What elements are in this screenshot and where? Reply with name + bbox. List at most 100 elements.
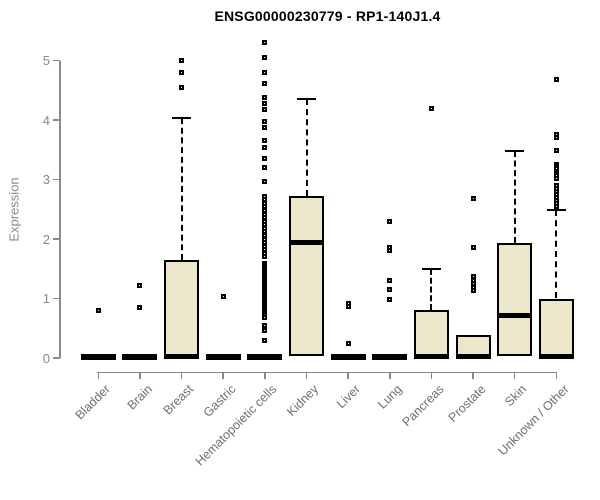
boxplot-whisker — [430, 268, 433, 311]
x-tick — [389, 371, 391, 379]
boxplot-box — [289, 195, 324, 356]
boxplot-median — [164, 353, 200, 359]
outlier-point — [95, 307, 101, 313]
x-tick — [305, 371, 308, 379]
chart-title: ENSG00000230779 - RP1-140J1.4 — [214, 8, 441, 24]
x-tick-label: Skin — [502, 382, 530, 410]
outlier-point — [345, 303, 351, 309]
boxplot-median — [122, 354, 158, 360]
outlier-point — [262, 254, 268, 260]
x-tick-label: Pancreas — [399, 382, 447, 430]
outlier-point — [262, 164, 268, 170]
y-tick-label: 5 — [42, 53, 50, 68]
x-tick — [139, 371, 141, 379]
outlier-point — [262, 40, 268, 46]
outlier-point — [220, 294, 226, 300]
outlier-point — [387, 248, 393, 254]
boxplot-median — [372, 354, 408, 360]
outlier-point — [137, 304, 143, 310]
x-tick — [555, 371, 558, 379]
outlier-point — [262, 327, 268, 333]
x-tick-label: Hematopoietic cells — [193, 382, 280, 469]
outlier-point — [262, 55, 268, 61]
outlier-point — [137, 282, 143, 288]
y-tick-label: 1 — [42, 291, 50, 306]
outlier-point — [262, 145, 268, 151]
boxplot-whisker-cap — [505, 149, 525, 152]
outlier-point — [262, 322, 268, 328]
x-tick-label: Lung — [375, 382, 405, 412]
outlier-point — [262, 124, 268, 130]
x-tick — [222, 371, 224, 379]
x-tick — [264, 371, 266, 379]
y-axis-line — [59, 60, 61, 358]
x-tick — [513, 371, 516, 379]
outlier-point — [387, 296, 393, 302]
boxplot-box — [497, 243, 533, 357]
boxplot-median — [247, 354, 283, 360]
x-tick-label: Prostate — [445, 382, 488, 425]
outlier-point — [262, 337, 268, 343]
outlier-point — [262, 80, 268, 86]
x-tick — [180, 371, 183, 379]
boxplot-median — [497, 312, 533, 318]
y-tick-label: 2 — [42, 231, 50, 247]
y-tick-label: 0 — [42, 350, 50, 366]
outlier-point — [470, 287, 476, 293]
y-axis-label: Expression — [6, 177, 22, 242]
x-tick-label: Bladder — [72, 382, 114, 423]
y-tick — [53, 119, 60, 121]
x-tick — [347, 371, 349, 379]
outlier-point — [262, 100, 268, 106]
boxplot-whisker-cap — [172, 116, 192, 119]
x-tick — [97, 371, 100, 379]
outlier-point — [262, 95, 268, 101]
y-tick-label: 4 — [42, 112, 50, 128]
boxplot-whisker — [180, 117, 183, 260]
x-tick-label: Brain — [124, 382, 155, 413]
y-tick — [53, 178, 60, 181]
y-tick — [53, 238, 60, 240]
outlier-point — [179, 69, 185, 75]
outlier-point — [262, 69, 268, 75]
outlier-point — [428, 105, 434, 111]
outlier-point — [553, 175, 559, 181]
outlier-point — [553, 147, 559, 153]
outlier-point — [553, 77, 559, 83]
outlier-point — [387, 277, 393, 283]
x-tick-label: Kidney — [284, 382, 322, 419]
outlier-point — [262, 119, 268, 125]
outlier-point — [179, 84, 185, 90]
outlier-point — [387, 218, 393, 224]
boxplot-median — [330, 354, 366, 360]
boxplot-box — [538, 298, 574, 358]
outlier-point — [470, 245, 476, 251]
outlier-point — [345, 340, 351, 346]
boxplot-whisker — [305, 98, 308, 196]
boxplot-median — [289, 240, 324, 246]
x-tick-label: Liver — [333, 382, 364, 412]
y-tick — [53, 297, 60, 300]
outlier-point — [262, 137, 268, 143]
y-tick — [53, 357, 60, 359]
y-tick — [53, 59, 60, 62]
boxplot-box — [164, 259, 200, 358]
outlier-point — [262, 155, 268, 161]
outlier-point — [470, 273, 476, 279]
outlier-point — [387, 287, 393, 293]
boxplot-whisker — [555, 210, 558, 299]
outlier-point — [262, 315, 268, 321]
boxplot-whisker — [513, 150, 516, 244]
y-tick-label: 3 — [42, 172, 50, 187]
x-tick-label: Breast — [161, 382, 197, 418]
boxplot-median — [413, 353, 449, 359]
boxplot-box — [413, 310, 449, 358]
boxplot-whisker-cap — [546, 209, 566, 212]
boxplot-median — [205, 354, 241, 360]
outlier-point — [262, 107, 268, 113]
outlier-point — [179, 58, 185, 63]
outlier-point — [262, 179, 268, 185]
boxplot-median — [538, 353, 574, 359]
outlier-point — [553, 203, 559, 209]
